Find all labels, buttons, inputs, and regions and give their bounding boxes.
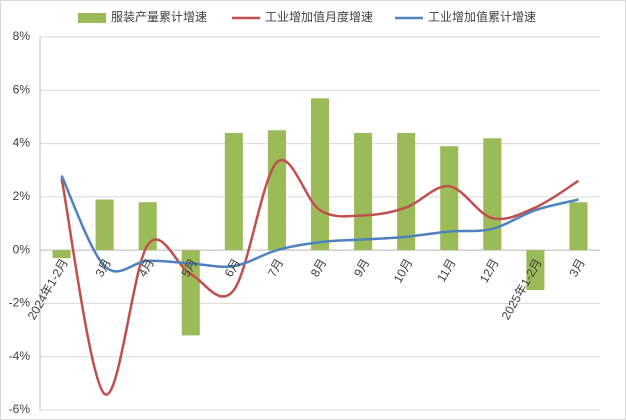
y-tick-label: 6%: [13, 82, 31, 96]
y-tick-label: 4%: [13, 136, 31, 150]
legend-swatch: [78, 13, 106, 23]
legend-label: 工业增加值累计增速: [428, 9, 536, 24]
y-tick-label: -2%: [9, 296, 31, 310]
bar: [354, 132, 373, 251]
bar: [267, 130, 286, 251]
y-tick-label: 0%: [13, 242, 31, 256]
line: [60, 158, 580, 396]
y-tick-label: 2%: [13, 189, 31, 203]
bar: [95, 199, 114, 251]
y-tick-label: -6%: [9, 402, 31, 416]
line: [60, 175, 579, 273]
bar: [224, 132, 243, 251]
bar: [138, 202, 157, 251]
bar: [440, 146, 459, 251]
bar: [526, 250, 545, 291]
bar: [569, 202, 588, 251]
bar: [310, 98, 330, 251]
bar: [483, 138, 502, 251]
y-tick-label: 8%: [13, 29, 31, 43]
legend-label: 工业增加值月度增速: [265, 9, 373, 24]
y-tick-label: -4%: [9, 349, 31, 363]
legend-label: 服装产量累计增速: [111, 10, 207, 24]
bar: [397, 132, 416, 251]
bar: [52, 250, 71, 259]
